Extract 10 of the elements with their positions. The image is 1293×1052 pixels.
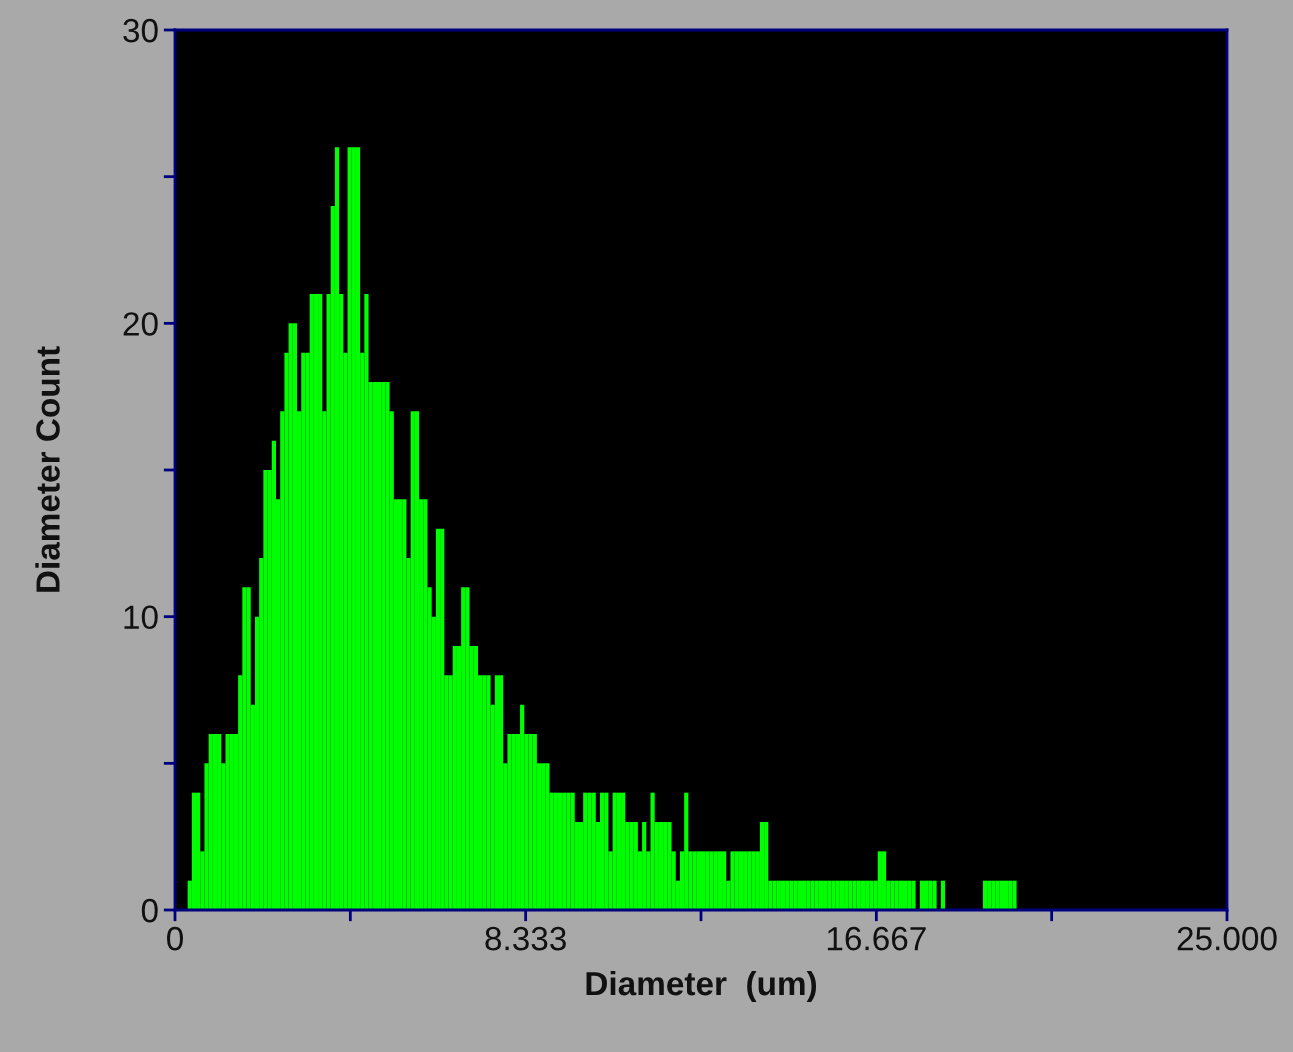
y-tick-label: 0	[141, 898, 158, 923]
y-tick-label: 30	[123, 18, 158, 43]
x-tick-label: 16.667	[827, 926, 926, 951]
x-axis-title: Diameter (um)	[586, 970, 817, 1003]
x-tick-label: 25.000	[1177, 926, 1277, 951]
x-tick-label: 8.333	[485, 926, 566, 951]
y-axis-title: Diameter Count	[35, 346, 60, 592]
y-tick-label: 10	[124, 605, 158, 630]
y-tick-label: 20	[123, 312, 158, 336]
x-tick-label: 0	[167, 926, 183, 951]
